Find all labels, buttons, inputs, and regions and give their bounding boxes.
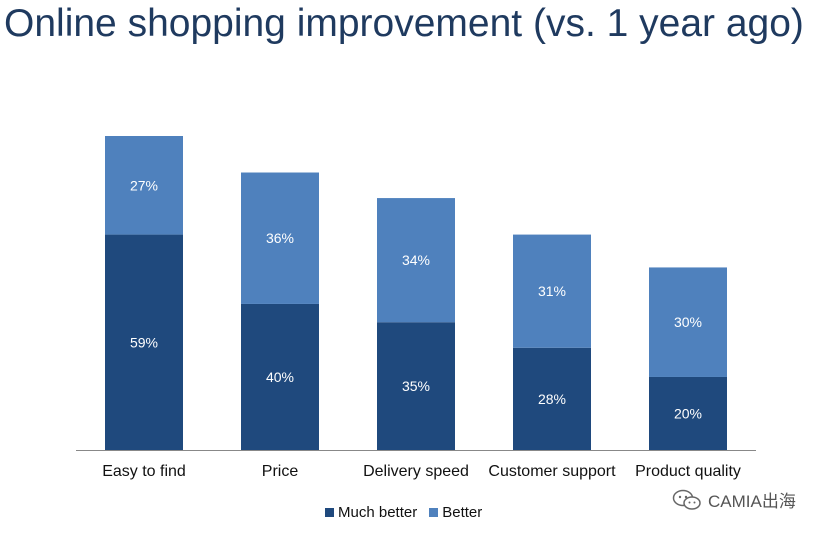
- data-label-better-0: 27%: [130, 177, 158, 193]
- watermark: CAMIA出海: [672, 487, 796, 512]
- category-labels: Easy to find Price Delivery speed Customer …: [102, 463, 741, 480]
- bar-better-3: [513, 234, 591, 348]
- category-label-1: Price: [262, 463, 299, 480]
- data-label-better-4: 30%: [674, 314, 702, 330]
- bar-much-better-3: [513, 347, 591, 450]
- category-label-2: Delivery speed: [363, 463, 469, 480]
- bar-better-0: [105, 136, 183, 235]
- legend-item-better: Better: [429, 504, 482, 521]
- data-label-much-better-2: 35%: [402, 378, 430, 394]
- data-label-better-3: 31%: [538, 283, 566, 299]
- bar-better-2: [377, 198, 455, 323]
- watermark-text: CAMIA出海: [708, 492, 796, 511]
- bar-better-4: [649, 267, 727, 377]
- bar-much-better-0: [105, 234, 183, 450]
- legend-label-better: Better: [442, 504, 483, 521]
- bar-better-1: [241, 172, 319, 304]
- category-label-4: Product quality: [635, 463, 741, 480]
- data-label-better-2: 34%: [402, 252, 430, 268]
- legend-swatch-better: [429, 508, 439, 517]
- legend: Much better Better: [325, 504, 482, 521]
- category-label-3: Customer support: [488, 463, 616, 480]
- legend-swatch-much-better: [325, 508, 334, 517]
- data-label-much-better-3: 28%: [538, 391, 566, 407]
- wechat-icon: [672, 489, 701, 510]
- bar-much-better-1: [241, 303, 319, 450]
- bar-much-better-4: [649, 376, 727, 450]
- data-label-much-better-1: 40%: [266, 369, 294, 385]
- data-label-much-better-4: 20%: [674, 405, 702, 421]
- bars-group: 59% 27% 40% 36% 35% 34% 28% 31% 20% 30%: [105, 136, 727, 450]
- chart-title: Online shopping improvement (vs. 1 year …: [4, 2, 804, 45]
- legend-label-much-better: Much better: [338, 504, 418, 521]
- legend-item-much-better: Much better: [325, 504, 417, 521]
- data-label-better-1: 36%: [266, 230, 294, 246]
- data-label-much-better-0: 59%: [130, 334, 158, 350]
- bar-much-better-2: [377, 322, 455, 450]
- category-label-0: Easy to find: [102, 463, 186, 480]
